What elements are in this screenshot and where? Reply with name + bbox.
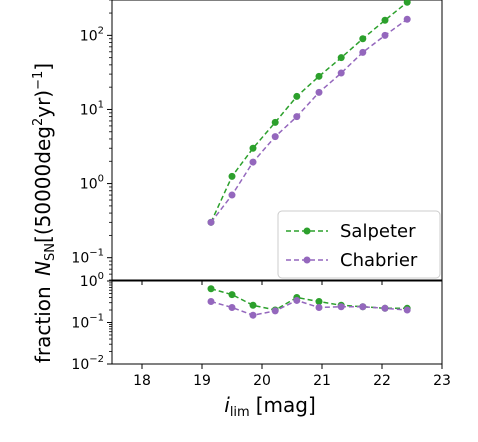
y-axis-label-fraction: fraction: [31, 286, 55, 363]
y-axis-label-n: N: [31, 261, 55, 276]
top-point-salpeter: [315, 72, 323, 80]
bottom-point-chabrier: [293, 296, 301, 304]
legend-marker-chabrier: [303, 256, 311, 264]
y-axis-label-unit3: ]: [31, 63, 55, 71]
top-point-chabrier: [271, 133, 279, 141]
y-axis-label-unit1: [(50000deg: [31, 126, 55, 243]
top-point-salpeter: [403, 0, 411, 6]
x-axis-label: ilim [mag]: [224, 393, 316, 420]
top-point-salpeter: [249, 144, 257, 152]
y-axis-label: fraction NSN[(50000deg2yr)−1]: [31, 63, 58, 363]
bottom-point-salpeter: [228, 291, 236, 299]
top-point-salpeter: [381, 16, 389, 24]
top-ytick-label: 101: [80, 99, 104, 118]
top-point-chabrier: [207, 218, 215, 226]
bottom-point-salpeter: [315, 298, 323, 306]
top-point-chabrier: [228, 191, 236, 199]
x-tick-label: 19: [193, 373, 211, 389]
x-axis-label-sub: lim: [230, 405, 250, 420]
bottom-point-salpeter: [207, 285, 215, 293]
bottom-ytick-label: 10−1: [71, 313, 104, 332]
top-point-chabrier: [403, 15, 411, 23]
legend-frame: [277, 210, 441, 279]
y-axis-label-unit2: yr): [31, 90, 55, 118]
top-ytick-label: 100: [80, 174, 104, 193]
top-panel: 10−1 100 101 102: [71, 0, 443, 285]
top-series-line-chabrier: [210, 18, 408, 223]
top-ytick-label: 10−1: [71, 248, 104, 267]
top-point-salpeter: [359, 35, 367, 43]
bottom-point-chabrier: [228, 303, 236, 311]
x-axis-label-i: i: [224, 393, 230, 417]
legend-label-salpeter: Salpeter: [340, 221, 416, 242]
top-point-chabrier: [249, 158, 257, 166]
bottom-series-line-salpeter: [210, 288, 408, 311]
top-point-chabrier: [381, 31, 389, 39]
y-axis-label-sub: SN: [43, 243, 58, 261]
top-point-salpeter: [293, 92, 301, 100]
bottom-panel: 10−2 10−1 100 18 19 20 21 22 23: [71, 271, 450, 389]
bottom-axes-frame: [111, 280, 443, 365]
top-point-chabrier: [315, 88, 323, 96]
bottom-ytick-label: 10−2: [71, 354, 104, 373]
bottom-point-chabrier: [315, 303, 323, 311]
bottom-point-chabrier: [249, 311, 257, 319]
y-axis-label-sup1: 2: [31, 118, 46, 126]
top-point-chabrier: [293, 113, 301, 121]
bottom-ytick-label: 100: [80, 271, 104, 290]
bottom-point-chabrier: [381, 304, 389, 312]
bottom-series-line-chabrier: [210, 299, 408, 316]
x-tick-label: 21: [313, 373, 331, 389]
top-point-salpeter: [271, 118, 279, 126]
bottom-point-chabrier: [403, 306, 411, 314]
y-axis-label-sup2: −1: [31, 71, 46, 90]
top-point-chabrier: [337, 69, 345, 77]
top-axes-frame: [111, 0, 443, 281]
x-tick-label: 18: [133, 373, 151, 389]
x-tick-label: 22: [373, 373, 391, 389]
top-series-line-salpeter: [210, 1, 408, 223]
bottom-point-chabrier: [207, 298, 215, 306]
top-ytick-label: 102: [80, 25, 104, 44]
legend-label-chabrier: Chabrier: [340, 250, 418, 271]
x-tick-label: 23: [433, 373, 451, 389]
x-tick-label: 20: [253, 373, 271, 389]
legend-marker-salpeter: [303, 227, 311, 235]
x-axis-label-unit: [mag]: [256, 393, 316, 417]
top-point-salpeter: [228, 172, 236, 180]
bottom-point-chabrier: [359, 303, 367, 311]
top-point-chabrier: [359, 48, 367, 56]
bottom-point-chabrier: [271, 307, 279, 315]
bottom-point-chabrier: [337, 303, 345, 311]
legend: Salpeter Chabrier: [277, 210, 441, 279]
bottom-point-salpeter: [249, 301, 257, 309]
top-point-salpeter: [337, 54, 345, 62]
